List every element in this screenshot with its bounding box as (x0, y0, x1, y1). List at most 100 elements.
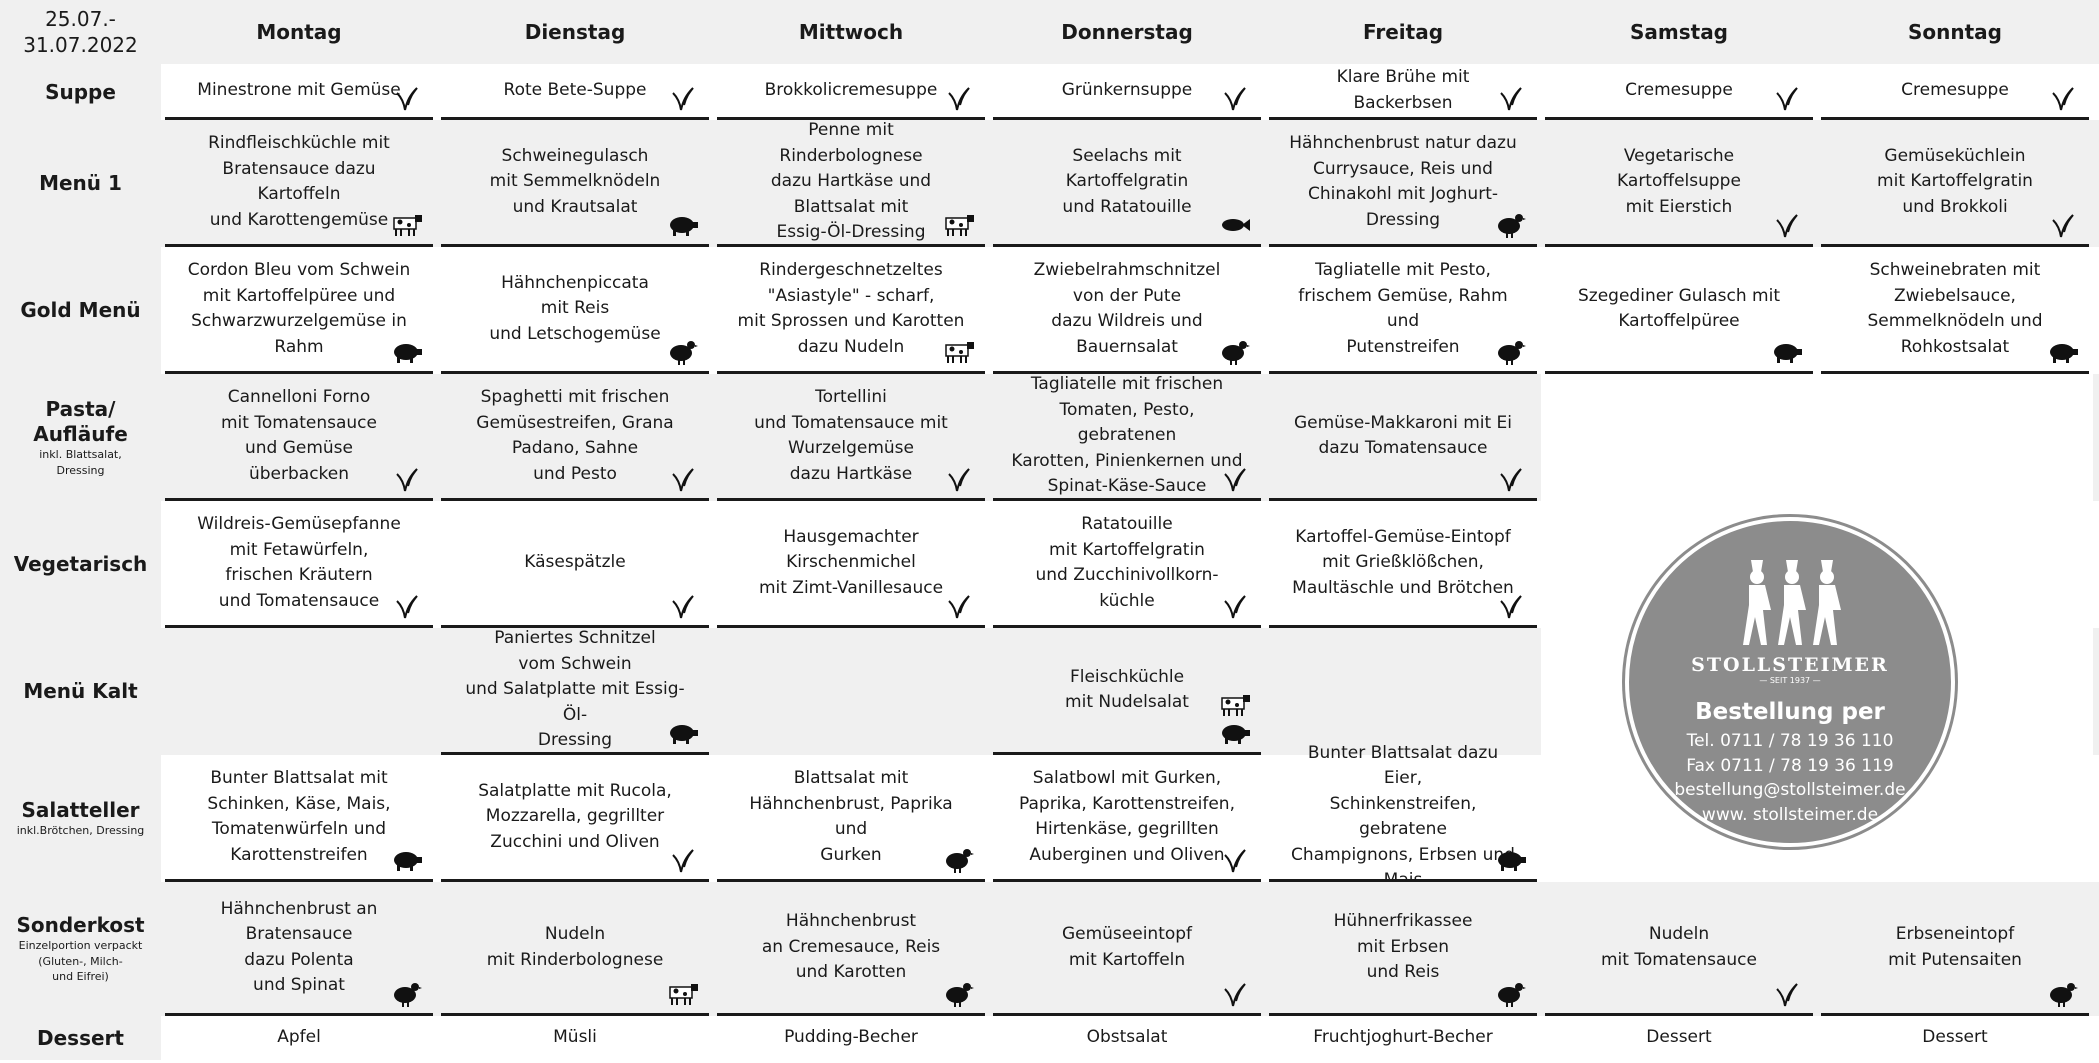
diet-icons (667, 847, 699, 873)
diet-icon (1771, 212, 1803, 238)
row-sublabel: Einzelportion verpackt (Gluten-, Milch- … (18, 939, 143, 984)
dish-text: Erbseneintopf mit Putensaiten (1888, 924, 2022, 970)
menu-cell: Paniertes Schnitzel vom Schwein und Sala… (441, 628, 709, 755)
dish-text: Hähnchenbrust natur dazu Currysauce, Rei… (1289, 133, 1517, 230)
menu-cell: Hausgemachter Kirschenmichel mit Zimt-Va… (717, 501, 985, 628)
diet-icon (2047, 981, 2079, 1007)
diet-icons (2047, 85, 2079, 111)
diet-icons (1495, 466, 1527, 492)
menu-cell: Kartoffel-Gemüse-Eintopf mit Grießklößch… (1269, 501, 1537, 628)
dish-text: Rote Bete-Suppe (503, 79, 647, 100)
diet-icons (1219, 692, 1251, 746)
dish-text: Hähnchenbrust an Cremesauce, Reis und Ka… (761, 911, 941, 983)
diet-icons (2047, 981, 2079, 1007)
row-sublabel: inkl. Blattsalat, Dressing (39, 448, 122, 477)
logo-brand: STOLLSTEIMER (1691, 654, 1889, 676)
dish-text: Fleischküchle mit Nudelsalat (1065, 666, 1189, 713)
diet-icon (667, 212, 699, 238)
diet-icon (1219, 720, 1251, 746)
menu-cell: Cannelloni Forno mit Tomatensauce und Ge… (165, 374, 433, 501)
diet-icons (1495, 339, 1527, 365)
diet-icons (391, 847, 423, 873)
day-header: Dienstag (524, 20, 626, 44)
menu-cell: Rindfleischküchle mit Bratensauce dazu K… (165, 120, 433, 247)
diet-icons (1495, 981, 1527, 1007)
diet-icons (391, 212, 423, 238)
menu-cell: Bunter Blattsalat mit Schinken, Käse, Ma… (165, 755, 433, 882)
menu-cell: Salatplatte mit Rucola, Mozzarella, gegr… (441, 755, 709, 882)
row-label: Menü Kalt (0, 628, 161, 755)
menu-cell: Hähnchenbrust an Cremesauce, Reis und Ka… (717, 882, 985, 1016)
diet-icons (1771, 339, 1803, 365)
diet-icon (1495, 593, 1527, 619)
diet-icons (391, 981, 423, 1007)
dish-text: Grünkernsuppe (1061, 79, 1193, 100)
dish-text: Fruchtjoghurt-Becher (1313, 1027, 1493, 1048)
menu-cell: Obstsalat (993, 1016, 1261, 1060)
diet-icons (943, 593, 975, 619)
label-bg (0, 247, 161, 374)
day-header: Samstag (1629, 20, 1729, 44)
diet-icon (1219, 847, 1251, 873)
menu-cell: Cremesuppe (1821, 64, 2089, 120)
menu-cell: Rindergeschnetzeltes "Asiastyle" - schar… (717, 247, 985, 374)
menu-cell: Gemüse-Makkaroni mit Ei dazu Tomatensauc… (1269, 374, 1537, 501)
menu-cell: Hähnchenbrust an Bratensauce dazu Polent… (165, 882, 433, 1016)
dish-text: Rindfleischküchle mit Bratensauce dazu K… (208, 133, 390, 230)
diet-icon (943, 85, 975, 111)
label-bg (0, 64, 161, 120)
day-header: Donnerstag (1061, 20, 1193, 44)
logo-contact: www. stollsteimer.de (1701, 804, 1879, 825)
row-label: Sonderkost Einzelportion verpackt (Gluten… (0, 882, 161, 1016)
diet-icons (943, 847, 975, 873)
menu-cell: Dessert (1545, 1016, 1813, 1060)
diet-icon (943, 981, 975, 1007)
dish-text: Gemüseküchlein mit Kartoffelgratin und B… (1877, 145, 2033, 217)
diet-icons (1771, 981, 1803, 1007)
diet-icons (1219, 85, 1251, 111)
menu-cell: Nudeln mit Rinderbolognese (441, 882, 709, 1016)
diet-icons (943, 339, 975, 365)
diet-icon (667, 466, 699, 492)
diet-icons (667, 720, 699, 746)
menu-cell: Hühnerfrikassee mit Erbsen und Reis (1269, 882, 1537, 1016)
diet-icons (667, 212, 699, 238)
row-bg (0, 882, 2099, 1016)
diet-icon (943, 212, 975, 238)
menu-cell: Apfel (165, 1016, 433, 1060)
menu-cell: Schweinegulasch mit Semmelknödeln und Kr… (441, 120, 709, 247)
row-label: Suppe (0, 64, 161, 120)
dish-text: Hähnchenpiccata mit Reis und Letschogemü… (489, 272, 661, 344)
menu-cell: Salatbowl mit Gurken, Paprika, Karottens… (993, 755, 1261, 882)
dish-text: Bunter Blattsalat mit Schinken, Käse, Ma… (207, 768, 391, 865)
diet-icon (391, 981, 423, 1007)
row-label-text: Salatteller (21, 798, 140, 823)
menu-cell: Szegediner Gulasch mit Kartoffelpüree (1545, 247, 1813, 374)
diet-icon (1219, 466, 1251, 492)
menu-cell: Wildreis-Gemüsepfanne mit Fetawürfeln, f… (165, 501, 433, 628)
dish-text: Klare Brühe mit Backerbsen (1336, 67, 1470, 113)
dish-text: Bunter Blattsalat dazu Eier, Schinkenstr… (1291, 742, 1515, 891)
row-label: Dessert (0, 1016, 161, 1060)
diet-icons (1495, 212, 1527, 238)
diet-icons (943, 981, 975, 1007)
row-label-text: Dessert (37, 1025, 124, 1050)
dish-text: Obstsalat (1086, 1027, 1168, 1048)
row-label: Menü 1 (0, 120, 161, 247)
diet-icon (943, 466, 975, 492)
dish-text: Hähnchenbrust an Bratensauce dazu Polent… (220, 898, 378, 996)
diet-icon (667, 85, 699, 111)
logo-since: — SEIT 1937 — (1759, 676, 1821, 685)
menu-cell: Brokkolicremesuppe (717, 64, 985, 120)
diet-icons (391, 593, 423, 619)
diet-icon (2047, 212, 2079, 238)
dish-text: Cremesuppe (1625, 79, 1733, 100)
menu-cell: Penne mit Rinderbolognese dazu Hartkäse … (717, 120, 985, 247)
dish-text: Rindergeschnetzeltes "Asiastyle" - schar… (737, 260, 965, 357)
row-label-text: Sonderkost (16, 913, 145, 938)
dish-text: Schweinebraten mit Zwiebelsauce, Semmelk… (1867, 260, 2043, 357)
menu-cell: Müsli (441, 1016, 709, 1060)
menu-cell: Seelachs mit Kartoffelgratin und Ratatou… (993, 120, 1261, 247)
dish-text: Nudeln mit Tomatensauce (1601, 924, 1757, 970)
label-bg (0, 755, 161, 882)
